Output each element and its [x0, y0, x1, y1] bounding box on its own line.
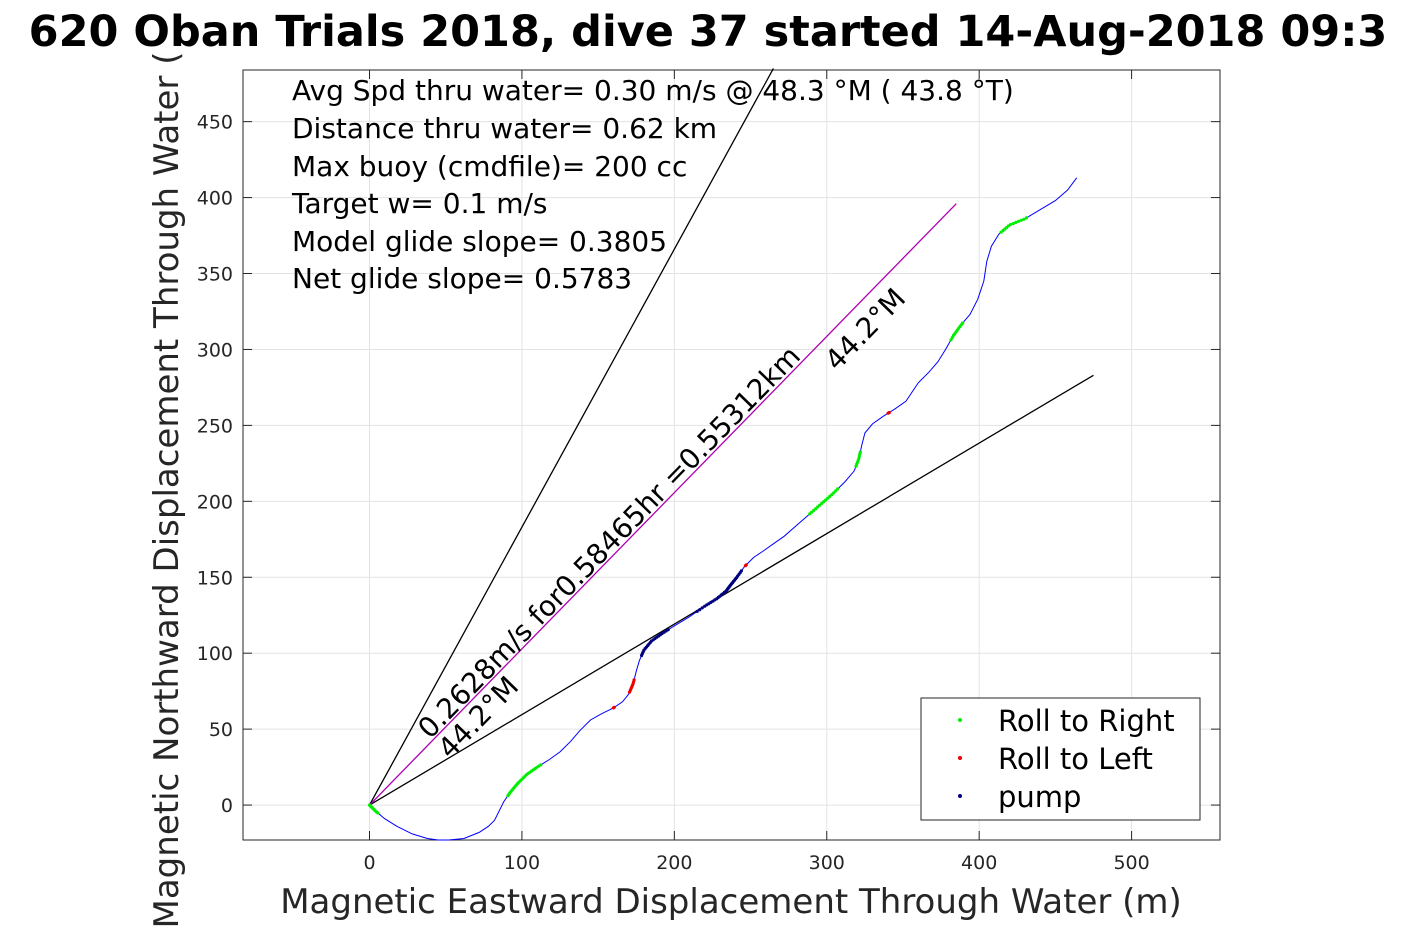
reference-line-cone-lower [369, 374, 1094, 806]
y-tick-label: 100 [197, 643, 233, 665]
x-tick-label: 400 [961, 852, 997, 874]
marker-roll-to-left [612, 705, 616, 709]
marker-roll-to-right [376, 811, 380, 815]
y-tick-labels: 0 50 100 150 200 250 300 350 400 450 [197, 112, 233, 817]
y-tick-label: 250 [197, 415, 233, 437]
marker-roll-to-right [1016, 219, 1021, 223]
y-tick-label: 300 [197, 339, 233, 361]
y-tick-label: 400 [197, 188, 233, 210]
legend-marker-roll-left [958, 756, 962, 760]
legend-box [920, 697, 1201, 821]
marker-roll-to-right [834, 489, 838, 493]
tick-marks [243, 70, 1220, 840]
y-axis-label: Magnetic Northward Displacement Through … [147, 52, 187, 929]
legend-label-roll-right: Roll to Right [998, 704, 1175, 738]
reference-line-cone-upper [368, 68, 774, 806]
x-axis-label: Magnetic Eastward Displacement Through W… [280, 882, 1182, 922]
y-tick-label: 200 [197, 491, 233, 513]
marker-roll-to-right [836, 487, 840, 491]
x-tick-label: 0 [363, 852, 375, 874]
axes-box [242, 69, 1221, 841]
marker-pump [698, 608, 702, 612]
reference-line-mean-track [369, 203, 957, 806]
markers [367, 216, 1028, 815]
x-tick-label: 500 [1113, 852, 1149, 874]
y-tick-label: 50 [209, 719, 233, 741]
annotation-model-glide: Model glide slope= 0.3805 [292, 225, 667, 258]
annotation-block: Avg Spd thru water= 0.30 m/s @ 48.3 °M (… [291, 74, 1014, 295]
legend: Roll to Right Roll to Left pump [920, 697, 1201, 821]
marker-roll-to-right [1019, 218, 1023, 222]
x-tick-label: 200 [656, 852, 692, 874]
annotation-max-buoy: Max buoy (cmdfile)= 200 cc [292, 150, 687, 183]
marker-roll-to-right [1011, 221, 1015, 226]
x-tick-label: 100 [504, 852, 540, 874]
grid [243, 70, 1220, 840]
legend-label-roll-left: Roll to Left [998, 742, 1153, 776]
annotation-net-glide: Net glide slope= 0.5783 [292, 262, 632, 295]
marker-pump [666, 628, 670, 632]
x-tick-labels: 0 100 200 300 400 500 [363, 852, 1149, 874]
marker-pump [739, 569, 744, 573]
annotation-avg-speed: Avg Spd thru water= 0.30 m/s @ 48.3 °M (… [292, 74, 1014, 107]
marker-roll-to-right [539, 763, 543, 767]
y-tick-label: 350 [197, 264, 233, 286]
legend-marker-pump [958, 794, 962, 798]
x-tick-label: 300 [809, 852, 845, 874]
marker-roll-to-right [961, 321, 965, 325]
marker-roll-to-left [744, 563, 748, 567]
annotation-distance: Distance thru water= 0.62 km [292, 112, 717, 145]
y-tick-label: 0 [221, 795, 233, 817]
marker-roll-to-right [1022, 217, 1026, 221]
marker-roll-to-right [1024, 216, 1028, 220]
marker-roll-to-right [858, 450, 862, 454]
marker-roll-to-right [1009, 222, 1013, 227]
marker-roll-to-left [632, 678, 636, 682]
marker-roll-to-right [832, 491, 836, 495]
marker-roll-to-left [887, 410, 891, 415]
y-tick-label: 150 [197, 567, 233, 589]
marker-pump [700, 606, 704, 610]
legend-label-pump: pump [998, 780, 1081, 814]
marker-roll-to-right [1014, 220, 1018, 224]
chart-title: 620 Oban Trials 2018, dive 37 started 14… [29, 7, 1388, 57]
annotation-target-w: Target w= 0.1 m/s [291, 187, 548, 220]
y-tick-label: 450 [197, 112, 233, 134]
legend-marker-roll-right [958, 718, 962, 722]
marker-pump [695, 609, 699, 614]
reference-lines [368, 68, 1094, 806]
